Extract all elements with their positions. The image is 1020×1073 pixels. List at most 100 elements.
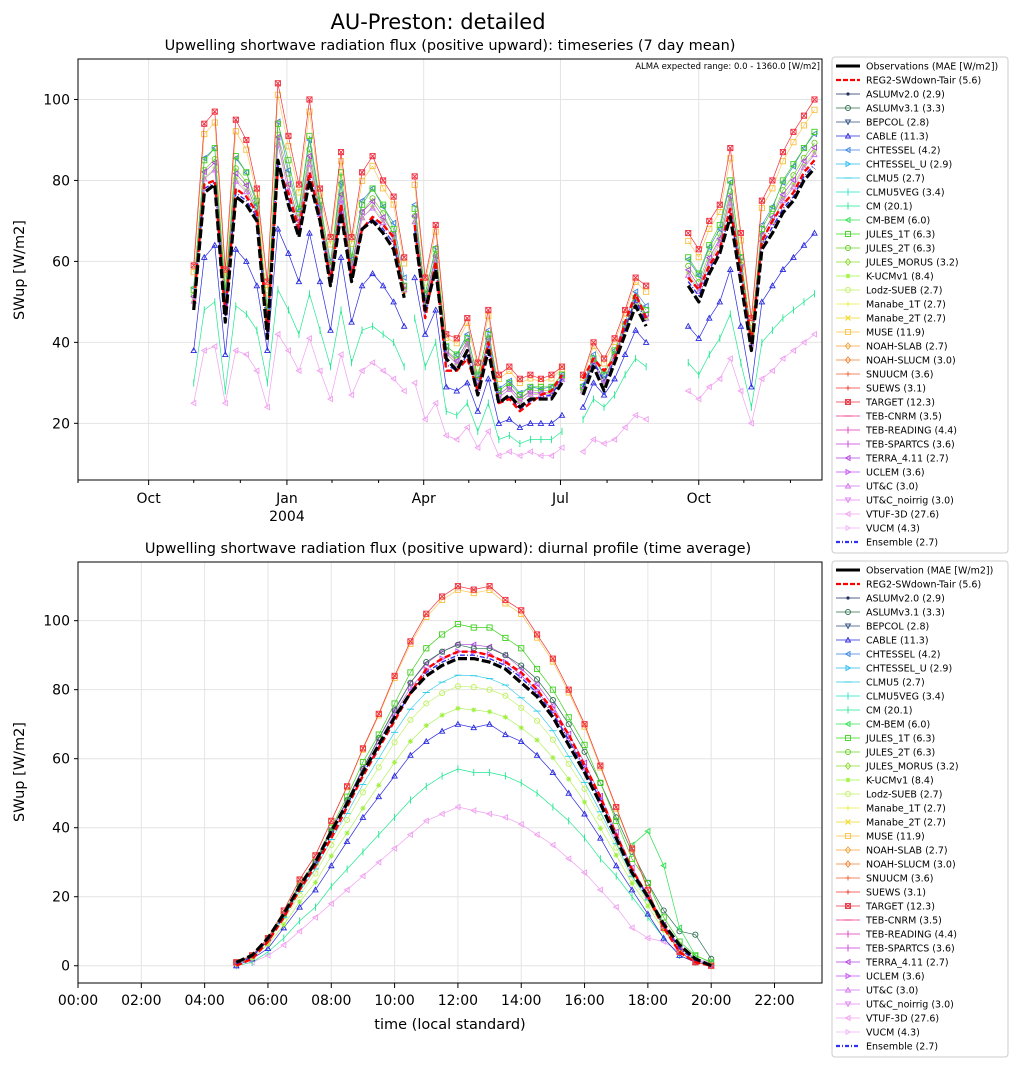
ts-seg0-jules2-marker-17 xyxy=(369,195,376,202)
ts-seg0-target-marker-8 xyxy=(274,80,281,87)
ts-seg3-jules1-marker-0 xyxy=(685,254,692,261)
ts-seg3-chtessel-marker-0 xyxy=(684,256,691,263)
ts-seg0-jules2-marker-14 xyxy=(337,181,345,188)
ts-seg1-muse-marker-7 xyxy=(485,313,492,320)
diurnal-legend-marker-18 xyxy=(845,819,851,825)
ts-xtick-label-3: Jul xyxy=(551,491,569,507)
timeseries-legend-entry-2: ASLUMv2.0 (2.9) xyxy=(836,90,945,101)
ts-seg3-target-marker-3-cross xyxy=(716,201,723,208)
ts-seg3-target-marker-2-box xyxy=(706,217,713,224)
ts-seg1-target-marker-7 xyxy=(485,306,492,314)
timeseries-legend-entry-10: CM (20.1) xyxy=(836,202,912,213)
timeseries-legend-marker-24-cross xyxy=(845,399,851,405)
ts-seg1-terra-marker-0 xyxy=(411,212,418,220)
ts-seg2-vtuf-marker-5 xyxy=(632,411,639,419)
ts-seg0-target-marker-12 xyxy=(316,185,324,192)
diurnal-jules1-marker-27 xyxy=(660,914,667,921)
ts-seg3-utc-marker-0 xyxy=(684,271,692,278)
ts-seg1-cable-marker-2 xyxy=(432,306,440,313)
diurnal-ytick-label-4: 80 xyxy=(52,683,70,699)
ts-seg2-kucm-marker-2 xyxy=(601,381,607,387)
timeseries-legend-marker-2 xyxy=(846,92,850,96)
ts-seg0-cable-marker-1 xyxy=(200,253,208,260)
ts-seg3-utc-marker-11 xyxy=(800,163,808,171)
diurnal-legend-entry-2: ASLUMv2.0 (2.9) xyxy=(836,594,945,605)
ts-seg1-obs-line xyxy=(413,232,564,409)
ts-seg3-terra-marker-9 xyxy=(779,191,786,198)
ts-seg1-target-marker-7-box xyxy=(485,306,492,314)
diurnal-target-marker-13-cross xyxy=(439,593,446,600)
ts-seg2-target-marker-1-cross xyxy=(590,339,597,346)
diurnal-target-marker-16 xyxy=(486,583,493,590)
ts-seg0-chtessel-marker-5 xyxy=(242,168,249,176)
ts-seg1-cable-marker-14 xyxy=(558,411,566,418)
diurnal-ytick-label-0: 0 xyxy=(61,959,70,975)
ts-seg0-jules1-marker-18 xyxy=(380,201,387,208)
diurnal-target-marker-17 xyxy=(502,596,509,604)
timeseries-legend-label-13: JULES_2T (6.3) xyxy=(865,244,935,255)
ts-seg2-jules1-marker-6 xyxy=(643,306,650,314)
ts-seg0-target-marker-10 xyxy=(295,181,302,188)
ts-seg3-target-marker-11 xyxy=(800,112,808,119)
ts-seg0-vtuf-marker-18 xyxy=(379,367,386,375)
diurnal-jules1-marker-25 xyxy=(628,855,636,862)
ts-seg3-muse-marker-4 xyxy=(727,155,734,162)
diurnal-target-marker-15 xyxy=(470,586,477,593)
ts-seg0-utc-marker-11 xyxy=(306,160,313,167)
diurnal-legend-label-28: TERRA_4.11 (2.7) xyxy=(865,958,949,969)
ts-seg0-target-marker-16-cross xyxy=(359,169,365,176)
ts-seg1-muse-marker-9 xyxy=(506,367,513,374)
ts-seg3-vtuf-line xyxy=(687,334,815,424)
ts-seg0-muse-marker-16 xyxy=(359,177,366,184)
diurnal-legend-marker-6 xyxy=(844,650,851,658)
ts-seg0-vtuf-line xyxy=(193,333,405,408)
diurnal-target-marker-10 xyxy=(391,672,398,679)
ts-seg2-target-marker-2-cross xyxy=(601,355,607,362)
ts-seg3-muse-marker-8 xyxy=(769,185,776,192)
diurnal-target-marker-6-cross xyxy=(328,817,335,824)
ts-seg0-chtessel-marker-2 xyxy=(211,144,218,152)
ts-xtick-label-2: Apr xyxy=(412,491,436,507)
ts-seg1-chtessel-marker-9 xyxy=(505,377,512,385)
timeseries-legend-label-1: REG2-SWdown-Tair (5.6) xyxy=(866,76,981,87)
ts-seg3-target-marker-9 xyxy=(779,149,786,156)
diurnal-vtuf-marker-13 xyxy=(438,810,445,818)
ts-seg2-cable-marker-5 xyxy=(632,326,639,333)
ts-seg3-vtuf-marker-0 xyxy=(684,387,691,395)
diurnal-target-marker-9-box xyxy=(375,710,382,717)
diurnal-vtuf-marker-23 xyxy=(596,886,603,894)
ts-seg3-target xyxy=(685,96,818,322)
ts-seg3-muse-marker-0 xyxy=(685,237,692,245)
ts-seg3-cm xyxy=(687,290,815,411)
diurnal-lodz-marker-24 xyxy=(613,844,620,851)
ts-seg1-jules1-marker-12 xyxy=(537,383,544,390)
ts-seg3-target-marker-4-cross xyxy=(727,145,734,151)
diurnal-legend-marker-22 xyxy=(845,875,851,881)
ts-seg0-target-marker-16 xyxy=(359,169,366,176)
diurnal-legend-marker-14 xyxy=(844,762,852,770)
ts-seg1-target-marker-0-box xyxy=(411,173,418,180)
diurnal-target-marker-7 xyxy=(344,783,351,790)
ts-seg0-vtuf-marker-12 xyxy=(316,367,323,375)
ts-seg1-target-marker-12-cross xyxy=(538,375,544,382)
diurnal-kucm-marker-8 xyxy=(360,805,366,811)
diurnal-legend-marker-4 xyxy=(844,623,852,630)
diurnal-legend-label-13: JULES_2T (6.3) xyxy=(865,748,935,759)
ts-seg3-kucm-marker-11 xyxy=(801,163,807,169)
ts-seg1-target-marker-11-box xyxy=(527,371,534,378)
diurnal-vtuf-marker-22 xyxy=(581,869,588,876)
ts-seg0-vtuf-marker-14 xyxy=(337,351,344,358)
diurnal-target-marker-14-cross xyxy=(454,583,461,590)
timeseries-legend-label-18: Manabe_2T (2.7) xyxy=(866,314,946,325)
diurnal-cable-marker-19 xyxy=(533,751,541,758)
diurnal-cable-marker-26 xyxy=(644,910,652,917)
ts-seg0-vtuf-marker-15 xyxy=(348,391,355,399)
timeseries-legend-label-14: JULES_MORUS (3.2) xyxy=(865,258,959,269)
ts-seg0-vtuf-marker-5 xyxy=(242,351,249,358)
ts-seg2-target-marker-5 xyxy=(632,274,639,281)
timeseries-legend-marker-13 xyxy=(845,245,851,251)
ts-seg3-target-marker-10-cross xyxy=(790,128,797,135)
ts-seg0-kucm-marker-17 xyxy=(369,203,376,209)
timeseries-legend-marker-29 xyxy=(845,468,852,476)
ts-seg1-chtessel-marker-12 xyxy=(537,385,544,393)
